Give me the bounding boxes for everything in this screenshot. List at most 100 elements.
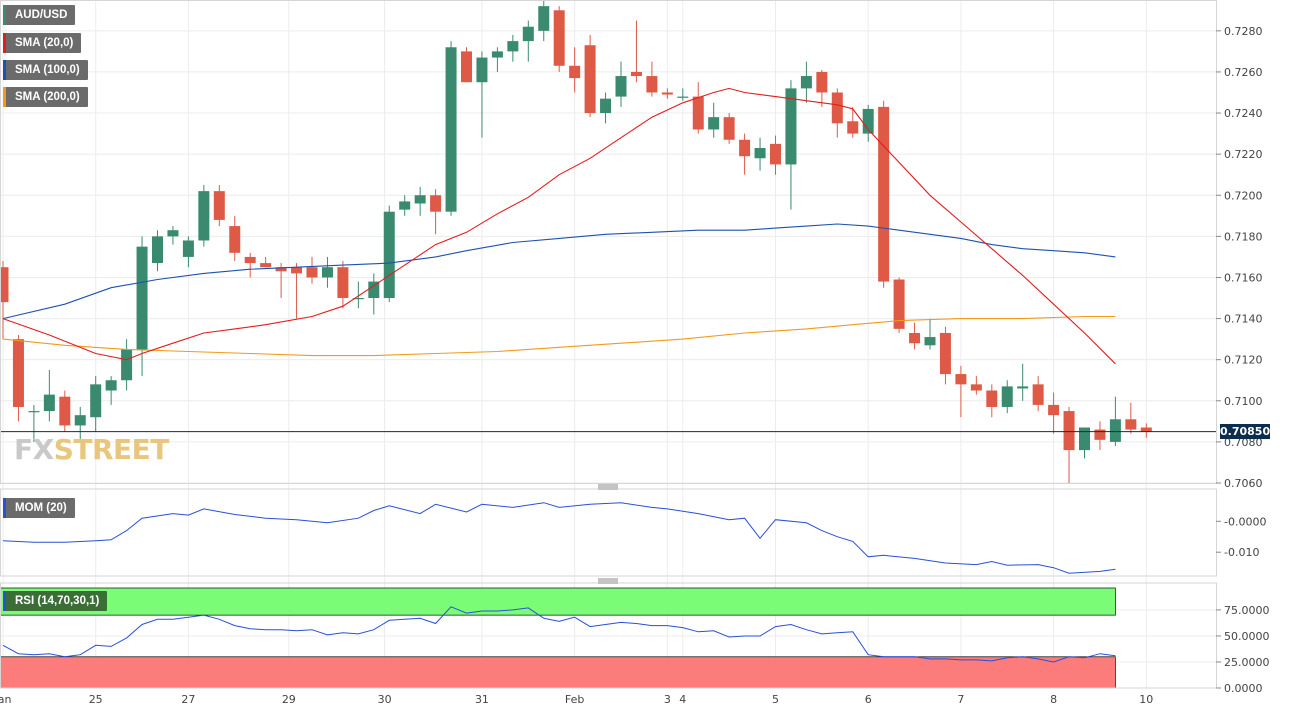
candle [430, 189, 442, 235]
candle-body [522, 26, 534, 42]
candle-body [1017, 386, 1029, 389]
candle-body [182, 240, 194, 257]
candle-body [847, 121, 859, 134]
candle [260, 256, 272, 268]
candle-body [661, 92, 673, 95]
x-tick-label: 29 [282, 693, 296, 706]
candle-body [1032, 384, 1044, 405]
candle [692, 82, 704, 134]
y-tick-label: 0.7260 [1224, 66, 1263, 79]
x-tick-label: 3 [664, 693, 671, 706]
y-tick-label: 0.0000 [1224, 682, 1263, 695]
candle [491, 47, 503, 72]
candle [445, 41, 457, 216]
rsi-oversold-band [0, 656, 1116, 689]
candle [74, 406, 86, 442]
candle [136, 236, 148, 377]
candle-body [1109, 419, 1121, 442]
candle-body [198, 191, 210, 241]
candle [1017, 363, 1029, 401]
rsi-line [2, 606, 1116, 663]
candle [321, 256, 333, 288]
legend-mom[interactable]: MOM (20) [3, 498, 75, 518]
candle [723, 113, 735, 144]
candle [584, 34, 596, 118]
candle [708, 102, 720, 138]
candle-body [1079, 427, 1090, 451]
candle-body [260, 263, 272, 268]
candle [182, 236, 194, 268]
candle-body [692, 96, 704, 130]
candle-body [275, 267, 287, 272]
candle [630, 20, 642, 83]
candle [213, 184, 225, 227]
candle-body [1001, 386, 1013, 407]
candle-body [816, 71, 828, 93]
candle [105, 376, 117, 405]
main-pane-border [0, 0, 1217, 484]
x-tick-label: 4 [679, 693, 686, 706]
candle-body [739, 139, 751, 157]
candle [198, 184, 210, 247]
candle [816, 69, 828, 107]
candle [306, 256, 318, 284]
y-tick-label: 0.7200 [1224, 189, 1263, 202]
legend-symbol[interactable]: AUD/USD [3, 5, 76, 25]
candle-body [337, 267, 349, 299]
candle-body [630, 71, 642, 77]
candle-body [461, 51, 472, 83]
legend-sma100[interactable]: SMA (100,0) [3, 60, 88, 80]
candle [244, 252, 256, 278]
x-tick-label: 6 [865, 693, 872, 706]
candle [399, 195, 411, 216]
candle-body [909, 332, 921, 344]
y-tick-label: 0.7280 [1224, 25, 1263, 38]
candle-body [28, 411, 40, 413]
candle [337, 261, 349, 309]
candle [28, 404, 40, 442]
candle-body [893, 279, 905, 329]
candle [121, 339, 133, 391]
candle [1001, 380, 1013, 414]
candle [0, 261, 9, 340]
legend-sma20[interactable]: SMA (20,0) [3, 33, 82, 53]
candle-body [785, 88, 797, 165]
candle-body [507, 41, 519, 52]
candle-body [569, 65, 581, 79]
legend-sma200[interactable]: SMA (200,0) [3, 87, 88, 107]
candle [785, 80, 797, 210]
candlesticks[interactable] [0, 0, 1152, 483]
candle [461, 47, 472, 83]
candle [893, 277, 905, 333]
candle-body [167, 230, 179, 237]
candle [167, 226, 179, 245]
x-tick-label: 8 [1050, 693, 1057, 706]
candle [986, 384, 998, 418]
candle-body [306, 267, 318, 278]
candle-body [414, 195, 426, 204]
candle-body [1094, 429, 1106, 440]
candle-body [770, 143, 781, 165]
x-tick-label: 27 [181, 693, 195, 706]
y-tick-label: 0.7160 [1224, 271, 1263, 284]
candle-body [491, 51, 503, 58]
candle-body [43, 394, 55, 412]
candle [847, 106, 859, 138]
y-tick-label: 50.0000 [1224, 630, 1270, 643]
candle-body [0, 267, 9, 303]
candle-body [476, 57, 488, 83]
candle [878, 100, 890, 288]
candle-body [970, 384, 982, 391]
candle [862, 104, 874, 142]
candle [90, 376, 102, 432]
candle [229, 215, 241, 262]
candle-body [924, 337, 936, 346]
x-tick-label: 30 [378, 693, 392, 706]
x-tick-label: 5 [772, 693, 779, 706]
candle-body [754, 147, 766, 159]
candle [1079, 427, 1090, 459]
candle [43, 369, 55, 422]
legend-rsi[interactable]: RSI (14,70,30,1) [3, 591, 108, 611]
candle [553, 6, 565, 72]
